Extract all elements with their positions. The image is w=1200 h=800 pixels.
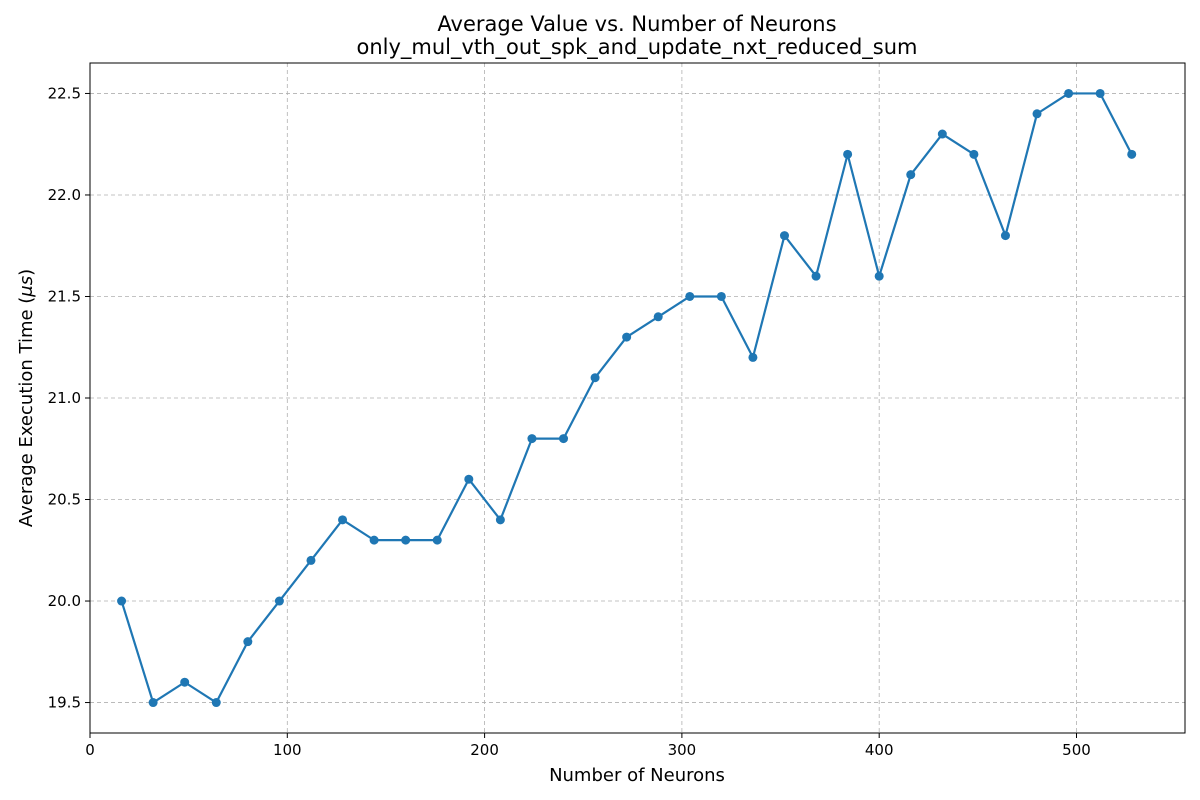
data-point — [338, 515, 348, 525]
x-tick-label: 100 — [273, 741, 302, 759]
data-point — [716, 291, 726, 301]
x-tick-label: 400 — [865, 741, 894, 759]
y-tick-label: 22.5 — [48, 84, 81, 102]
x-tick-label: 300 — [668, 741, 697, 759]
data-point — [401, 535, 411, 545]
data-point — [243, 637, 253, 647]
data-point — [906, 170, 916, 180]
data-point — [559, 434, 569, 444]
data-point — [811, 271, 821, 281]
data-point — [1095, 88, 1105, 98]
y-axis-label-unit: μs — [16, 276, 37, 298]
data-point — [306, 555, 316, 565]
chart-subtitle: only_mul_vth_out_spk_and_update_nxt_redu… — [356, 35, 917, 60]
y-tick-label: 21.5 — [48, 287, 81, 305]
data-point — [779, 231, 789, 241]
data-point — [1127, 149, 1137, 159]
data-point — [1064, 88, 1074, 98]
data-point — [495, 515, 505, 525]
data-point — [748, 352, 758, 362]
y-axis-label: Average Execution Time (μs) — [16, 269, 37, 527]
data-point — [843, 149, 853, 159]
data-point — [527, 434, 537, 444]
x-tick-label: 200 — [470, 741, 499, 759]
grid-lines — [89, 63, 1185, 733]
chart-title: Average Value vs. Number of Neurons — [437, 12, 836, 36]
data-point — [937, 129, 947, 139]
y-axis-label-suffix: ) — [16, 269, 37, 276]
y-tick-label: 20.0 — [48, 592, 81, 610]
data-point — [274, 596, 284, 606]
data-point — [590, 373, 600, 383]
axis-ticks: 0 100 200 300 400 500 19.5 20.0 20.5 21.0 21.5 22.0… — [48, 84, 1091, 759]
data-point — [464, 474, 474, 484]
y-tick-label: 19.5 — [48, 694, 81, 712]
data-point — [180, 677, 190, 687]
data-point — [969, 149, 979, 159]
data-point — [148, 698, 158, 708]
data-point — [622, 332, 632, 342]
data-point — [1000, 231, 1010, 241]
x-axis-label: Number of Neurons — [549, 765, 725, 786]
data-point — [117, 596, 127, 606]
y-tick-label: 22.0 — [48, 186, 81, 204]
data-point — [1032, 109, 1042, 119]
x-tick-label: 500 — [1062, 741, 1091, 759]
x-tick-label: 0 — [85, 741, 95, 759]
data-point — [432, 535, 442, 545]
series-layer — [117, 88, 1137, 708]
data-point — [874, 271, 884, 281]
data-point — [685, 291, 695, 301]
data-point — [369, 535, 379, 545]
data-point — [653, 312, 663, 322]
data-point — [211, 698, 221, 708]
y-axis-label-prefix: Average Execution Time ( — [16, 297, 37, 527]
y-tick-label: 21.0 — [48, 389, 81, 407]
y-tick-label: 20.5 — [48, 491, 81, 509]
